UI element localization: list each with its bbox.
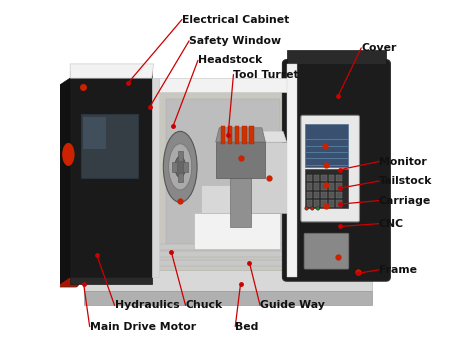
Polygon shape (84, 99, 372, 291)
Bar (321, 175, 327, 181)
FancyBboxPatch shape (53, 260, 78, 287)
Bar (314, 200, 319, 207)
Bar (249, 126, 254, 144)
Text: CNC: CNC (379, 219, 404, 229)
Polygon shape (251, 142, 287, 213)
Text: Main Drive Motor: Main Drive Motor (90, 322, 196, 332)
Text: Tailstock: Tailstock (379, 176, 432, 186)
Bar (235, 126, 239, 144)
Bar (321, 183, 327, 190)
Polygon shape (216, 128, 265, 142)
Polygon shape (251, 131, 287, 142)
Circle shape (305, 207, 309, 210)
Text: Safety Window: Safety Window (189, 36, 281, 46)
Polygon shape (159, 92, 287, 270)
Polygon shape (70, 78, 152, 277)
Polygon shape (60, 78, 70, 284)
Bar (314, 175, 319, 181)
Bar (321, 200, 327, 207)
Text: Bed: Bed (235, 322, 259, 332)
Polygon shape (159, 78, 287, 92)
Polygon shape (84, 82, 372, 99)
Text: Cover: Cover (361, 43, 397, 53)
Bar (183, 162, 188, 172)
Text: Guide Way: Guide Way (260, 300, 325, 310)
Polygon shape (230, 149, 251, 227)
Polygon shape (159, 251, 287, 257)
Polygon shape (216, 142, 265, 178)
Text: Electrical Cabinet: Electrical Cabinet (182, 15, 289, 24)
Bar (307, 200, 312, 207)
Polygon shape (194, 213, 280, 248)
Ellipse shape (169, 144, 192, 190)
Polygon shape (70, 64, 154, 78)
Polygon shape (166, 99, 280, 248)
Bar (314, 183, 319, 190)
Polygon shape (81, 114, 137, 178)
Ellipse shape (62, 143, 74, 166)
Polygon shape (70, 71, 152, 78)
FancyBboxPatch shape (283, 60, 391, 281)
Bar (221, 126, 225, 144)
Circle shape (316, 207, 320, 210)
Circle shape (310, 207, 314, 210)
FancyBboxPatch shape (53, 124, 79, 181)
Text: Headstock: Headstock (198, 55, 262, 65)
Bar (178, 151, 182, 161)
Bar (307, 175, 312, 181)
Bar (307, 183, 312, 190)
Bar (228, 126, 232, 144)
Bar (178, 173, 182, 182)
Bar (329, 175, 334, 181)
Polygon shape (70, 277, 152, 284)
Bar (305, 169, 348, 208)
Text: Tool Turret: Tool Turret (234, 70, 299, 80)
Text: Frame: Frame (379, 265, 417, 275)
Bar (321, 192, 327, 198)
Polygon shape (152, 78, 159, 277)
Bar (173, 162, 177, 172)
Bar (305, 124, 348, 167)
Polygon shape (84, 291, 372, 305)
Bar (329, 200, 334, 207)
Ellipse shape (175, 156, 185, 178)
FancyBboxPatch shape (301, 115, 359, 222)
Bar (307, 192, 312, 198)
Polygon shape (159, 244, 287, 250)
Bar (242, 126, 246, 144)
Bar (337, 183, 342, 190)
Text: Chuck: Chuck (185, 300, 223, 310)
Text: Monitor: Monitor (379, 157, 427, 166)
Bar (337, 175, 342, 181)
Polygon shape (82, 117, 106, 149)
FancyBboxPatch shape (304, 233, 349, 269)
Bar (329, 192, 334, 198)
Bar (337, 200, 342, 207)
Bar (337, 192, 342, 198)
Bar (314, 192, 319, 198)
Polygon shape (201, 185, 273, 213)
Ellipse shape (164, 131, 197, 202)
Text: Hydraulics: Hydraulics (115, 300, 179, 310)
Text: Carriage: Carriage (379, 196, 431, 206)
Polygon shape (287, 50, 386, 64)
Polygon shape (287, 64, 297, 277)
Polygon shape (159, 260, 287, 266)
Bar (329, 183, 334, 190)
